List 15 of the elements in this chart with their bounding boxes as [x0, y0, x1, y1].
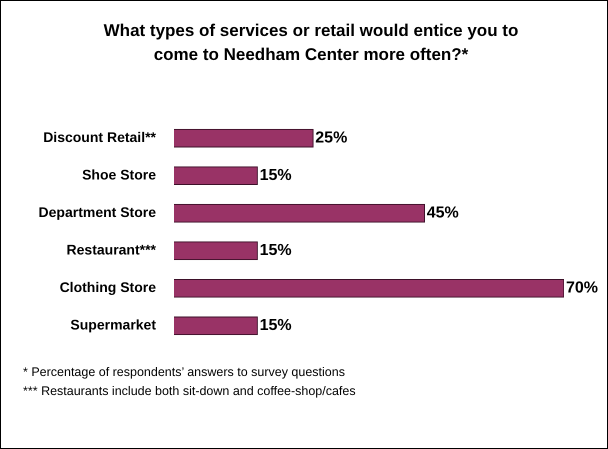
data-label: 15% — [260, 242, 292, 260]
data-label: 15% — [260, 167, 292, 184]
y-tick-label: Shoe Store — [82, 166, 156, 183]
data-label: 15% — [260, 317, 292, 334]
y-tick-label: Clothing Store — [60, 279, 156, 296]
text: *** Restaurants include both sit-down and coffee-shop/cafes — [23, 383, 356, 400]
y-tick-label: Restaurant*** — [66, 242, 157, 258]
y-tick-label: Discount Retail** — [43, 129, 157, 146]
data-label: 25% — [315, 130, 348, 147]
y-tick-label: Supermarket — [70, 316, 156, 333]
data-label: 70% — [566, 280, 598, 297]
data-label: 45% — [426, 204, 459, 222]
chart-title: What types of services or retail would entice you to come to Needham Center more often?* — [102, 20, 520, 66]
text: * Percentage of respondents’ answers to survey questions — [23, 364, 346, 381]
y-tick-label: Department Store — [38, 204, 156, 220]
